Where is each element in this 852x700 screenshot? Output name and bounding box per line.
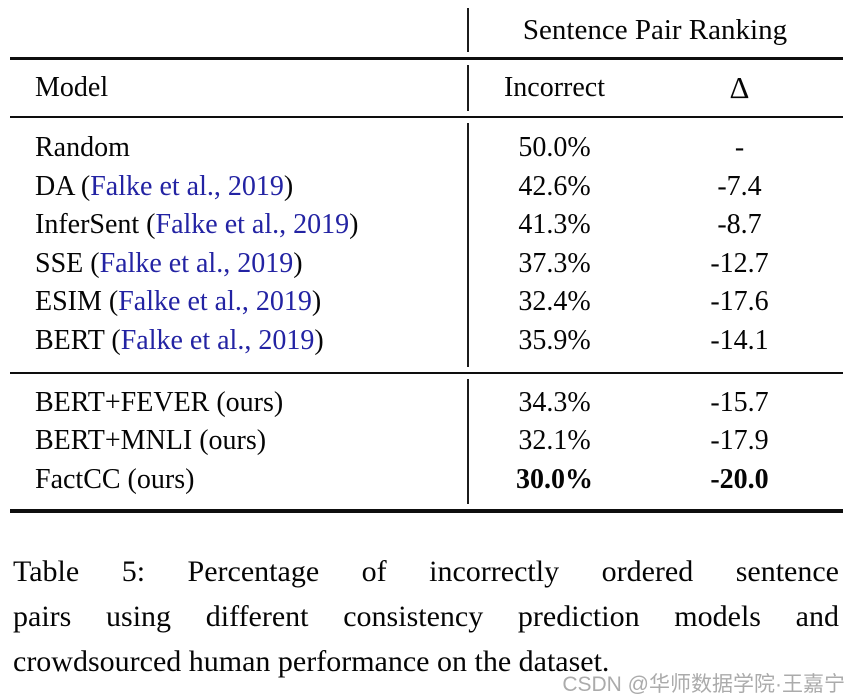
model-cell: ESIM (Falke et al., 2019) [10, 283, 467, 322]
caption-line: crowdsourced human performance on the da… [13, 645, 610, 679]
incorrect-value: 50.0% [518, 132, 591, 163]
results-table: Sentence Pair Ranking Model Incorrect Δ … [10, 3, 843, 514]
table-row: SSE (Falke et al., 2019) 37.3% -12.7 [10, 245, 843, 284]
delta-value: - [734, 132, 745, 163]
model-name: BERT ( [35, 324, 121, 356]
model-name: ESIM ( [35, 286, 119, 318]
delta-value: -7.4 [717, 170, 762, 202]
model-suffix: ) [349, 209, 359, 241]
incorrect-value: 30.0% [516, 463, 593, 495]
table-row: ESIM (Falke et al., 2019) 32.4% -17.6 [10, 283, 843, 322]
csdn-watermark: CSDN @华师数据学院·王嘉宁 [562, 673, 845, 696]
baseline-rows-section: Random 50.0% - DA (Falke et al., 2019) 4… [10, 118, 843, 372]
delta-value: -15.7 [710, 386, 769, 418]
bottomrule [10, 509, 843, 514]
ours-rows-section: BERT+FEVER (ours) 34.3% -15.7 BERT+MNLI … [10, 374, 843, 510]
model-name: SSE ( [35, 247, 100, 279]
citation-link[interactable]: Falke et al., 2019 [120, 324, 315, 356]
citation-link[interactable]: Falke et al., 2019 [155, 209, 350, 241]
delta-value: -20.0 [710, 463, 769, 495]
table-row: BERT+FEVER (ours) 34.3% -15.7 [10, 384, 843, 423]
caption-line: pairs using different consistency predic… [13, 600, 839, 634]
model-name: InferSent ( [35, 209, 156, 241]
group-header-label: Sentence Pair Ranking [522, 13, 788, 46]
column-separator [467, 378, 469, 505]
incorrect-value: 32.4% [518, 286, 591, 318]
model-cell: Random [10, 129, 467, 168]
model-cell: SSE (Falke et al., 2019) [10, 245, 467, 284]
midrule [10, 371, 843, 374]
model-name: BERT+FEVER (ours) [35, 386, 284, 418]
table-row: BERT (Falke et al., 2019) 35.9% -14.1 [10, 322, 843, 361]
incorrect-value: 41.3% [518, 209, 591, 241]
model-suffix: ) [283, 170, 294, 202]
incorrect-value: 42.6% [518, 170, 591, 202]
table-row: DA (Falke et al., 2019) 42.6% -7.4 [10, 168, 843, 207]
citation-link[interactable]: Falke et al., 2019 [99, 247, 294, 279]
incorrect-value: 32.1% [518, 425, 591, 457]
table-row: FactCC (ours) 30.0% -20.0 [10, 461, 843, 500]
column-header-delta: Δ [729, 69, 750, 105]
model-cell: InferSent (Falke et al., 2019) [10, 206, 467, 245]
table-header-section: Model Incorrect Δ [10, 60, 843, 116]
table-caption: Table 5: Percentage of incorrectly order… [13, 549, 839, 684]
column-header-incorrect: Incorrect [503, 71, 606, 103]
model-suffix: ) [311, 286, 322, 318]
column-separator [467, 65, 469, 111]
delta-value: -14.1 [710, 324, 769, 356]
column-separator [467, 123, 469, 367]
delta-value: -17.6 [710, 286, 769, 318]
model-cell: BERT+MNLI (ours) [10, 422, 467, 461]
model-name: BERT+MNLI (ours) [35, 425, 267, 457]
incorrect-value: 35.9% [518, 324, 591, 356]
model-name: DA ( [35, 170, 91, 202]
model-cell: BERT (Falke et al., 2019) [10, 322, 467, 361]
table-row: Random 50.0% - [10, 129, 843, 168]
citation-link[interactable]: Falke et al., 2019 [118, 286, 312, 318]
caption-line: Table 5: Percentage of incorrectly order… [13, 555, 839, 589]
table-row: InferSent (Falke et al., 2019) 41.3% -8.… [10, 206, 843, 245]
incorrect-value: 37.3% [518, 247, 591, 279]
model-suffix: ) [293, 247, 303, 279]
table-row: BERT+MNLI (ours) 32.1% -17.9 [10, 422, 843, 461]
column-header-model: Model [35, 71, 109, 103]
group-header-row: Sentence Pair Ranking [10, 3, 843, 57]
delta-value: -8.7 [717, 209, 762, 241]
model-cell: FactCC (ours) [10, 461, 467, 500]
delta-value: -17.9 [710, 425, 769, 457]
model-suffix: ) [314, 324, 324, 356]
model-cell: BERT+FEVER (ours) [10, 384, 467, 423]
column-header-row: Model Incorrect Δ [10, 60, 843, 116]
model-cell: DA (Falke et al., 2019) [10, 168, 467, 207]
toprule [10, 57, 843, 60]
model-name: Random [35, 132, 130, 163]
header-rule [10, 116, 843, 118]
citation-link[interactable]: Falke et al., 2019 [90, 170, 284, 202]
column-separator [467, 8, 469, 52]
delta-value: -12.7 [710, 247, 769, 279]
incorrect-value: 34.3% [518, 386, 591, 418]
table-group-header-section: Sentence Pair Ranking [10, 3, 843, 57]
model-name: FactCC (ours) [35, 463, 195, 495]
